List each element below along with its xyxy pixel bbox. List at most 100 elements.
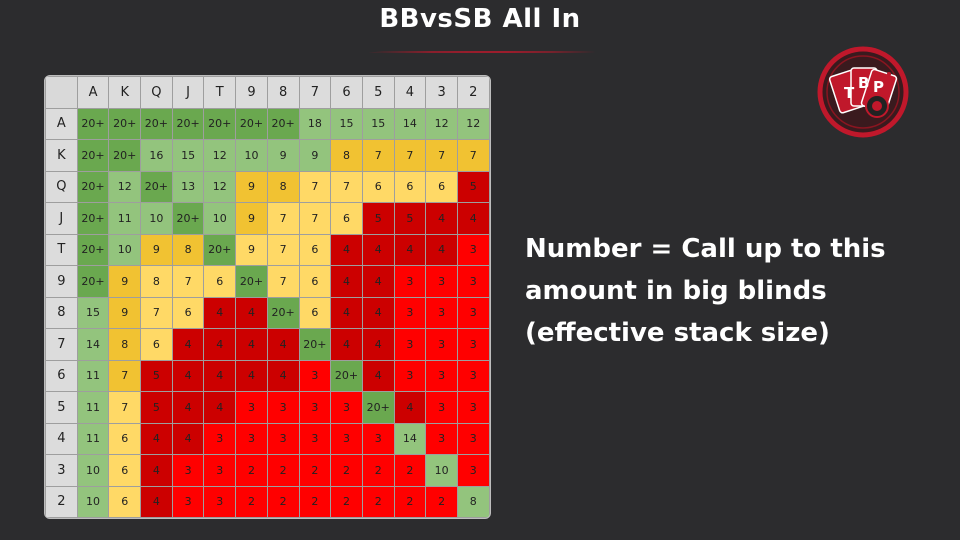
hand-cell: 12 <box>203 139 237 172</box>
hand-cell: 5 <box>140 359 173 392</box>
hand-cell: 4 <box>425 233 458 266</box>
hand-cell: 3 <box>203 454 237 487</box>
title-underline <box>368 51 596 53</box>
hand-cell: 3 <box>425 422 458 455</box>
hand-cell: 8 <box>456 485 490 518</box>
hand-cell: 3 <box>393 359 427 392</box>
hand-cell: 6 <box>425 170 458 203</box>
hand-cell: 8 <box>266 170 300 203</box>
hand-cell: 16 <box>140 139 173 172</box>
hand-cell: 2 <box>298 485 332 518</box>
hand-cell: 4 <box>203 296 237 329</box>
row-header: T <box>45 233 78 266</box>
hand-cell: 2 <box>425 485 458 518</box>
hand-cell: 6 <box>393 170 427 203</box>
column-header: A <box>76 76 110 109</box>
hand-cell: 3 <box>456 296 490 329</box>
column-header: 5 <box>361 76 395 109</box>
column-header: 6 <box>330 76 363 109</box>
hand-cell: 10 <box>140 202 173 235</box>
hand-cell: 4 <box>361 265 395 298</box>
hand-cell: 4 <box>140 485 173 518</box>
hand-cell: 14 <box>393 422 427 455</box>
hand-cell: 4 <box>330 328 363 361</box>
hand-cell: 15 <box>330 107 363 140</box>
row-header: A <box>45 107 78 140</box>
hand-cell: 10 <box>108 233 142 266</box>
table-row: 5 11 7 5 4 4 3 3 3 3 20+ 4 3 3 <box>45 391 490 424</box>
row-header: 2 <box>45 485 78 518</box>
hand-cell: 9 <box>108 265 142 298</box>
row-header: K <box>45 139 78 172</box>
hand-cell: 4 <box>393 233 427 266</box>
row-header: Q <box>45 170 78 203</box>
hand-cell: 11 <box>76 391 110 424</box>
hand-cell: 7 <box>425 139 458 172</box>
hand-cell: 3 <box>171 485 205 518</box>
column-header: 9 <box>235 76 268 109</box>
hand-cell: 18 <box>298 107 332 140</box>
hand-cell: 4 <box>361 233 395 266</box>
hand-cell: 3 <box>425 359 458 392</box>
hand-cell: 4 <box>393 391 427 424</box>
column-header: 7 <box>298 76 332 109</box>
hand-cell: 11 <box>108 202 142 235</box>
hand-chart: A K Q J T 9 8 7 6 5 4 3 2 A 20+ 20+ 20+ 20+ 20+ 20+ 20+ 18 15 1… <box>44 75 491 519</box>
hand-cell: 7 <box>298 170 332 203</box>
column-header: J <box>171 76 205 109</box>
hand-cell: 2 <box>330 454 363 487</box>
hand-cell: 4 <box>140 422 173 455</box>
hand-cell: 2 <box>330 485 363 518</box>
hand-cell: 20+ <box>203 233 237 266</box>
legend-caption: Number = Call up to this amount in big b… <box>525 228 945 354</box>
hand-cell: 13 <box>171 170 205 203</box>
hand-cell: 10 <box>76 485 110 518</box>
hand-cell: 4 <box>266 359 300 392</box>
column-header: 2 <box>456 76 490 109</box>
hand-cell: 10 <box>235 139 268 172</box>
hand-cell: 6 <box>298 296 332 329</box>
hand-cell: 7 <box>456 139 490 172</box>
hand-cell: 10 <box>203 202 237 235</box>
table-row: 9 20+ 9 8 7 6 20+ 7 6 4 4 3 3 3 <box>45 265 490 298</box>
hand-cell: 3 <box>235 422 268 455</box>
hand-cell: 3 <box>456 359 490 392</box>
hand-cell: 20+ <box>266 107 300 140</box>
table-row: 2 10 6 4 3 3 2 2 2 2 2 2 2 8 <box>45 485 490 518</box>
hand-cell: 3 <box>266 422 300 455</box>
hand-cell: 5 <box>361 202 395 235</box>
hand-cell: 4 <box>330 296 363 329</box>
hand-cell: 2 <box>361 454 395 487</box>
hand-cell: 9 <box>235 202 268 235</box>
hand-cell: 2 <box>266 485 300 518</box>
table-row: 7 14 8 6 4 4 4 4 20+ 4 4 3 3 3 <box>45 328 490 361</box>
table-row: K 20+ 20+ 16 15 12 10 9 9 8 7 7 7 7 <box>45 139 490 172</box>
column-header: K <box>108 76 142 109</box>
hand-cell: 8 <box>171 233 205 266</box>
column-header: T <box>203 76 237 109</box>
hand-cell: 6 <box>361 170 395 203</box>
hand-cell: 7 <box>266 202 300 235</box>
table-row: Q 20+ 12 20+ 13 12 9 8 7 7 6 6 6 5 <box>45 170 490 203</box>
table-row: 4 11 6 4 4 3 3 3 3 3 3 14 3 3 <box>45 422 490 455</box>
hand-cell: 6 <box>140 328 173 361</box>
hand-cell: 4 <box>171 328 205 361</box>
hand-cell: 9 <box>235 170 268 203</box>
hand-cell: 3 <box>266 391 300 424</box>
hand-cell: 8 <box>140 265 173 298</box>
hand-cell: 20+ <box>108 139 142 172</box>
hand-cell: 15 <box>76 296 110 329</box>
hand-cell: 20+ <box>203 107 237 140</box>
hand-cell: 20+ <box>76 170 110 203</box>
hand-cell: 20+ <box>266 296 300 329</box>
logo-letter: B <box>858 74 869 92</box>
hand-cell: 20+ <box>140 107 173 140</box>
hand-chart-table: A K Q J T 9 8 7 6 5 4 3 2 A 20+ 20+ 20+ 20+ 20+ 20+ 20+ 18 15 1… <box>45 76 490 518</box>
hand-cell: 3 <box>235 391 268 424</box>
hand-cell: 6 <box>108 485 142 518</box>
table-row: T 20+ 10 9 8 20+ 9 7 6 4 4 4 4 3 <box>45 233 490 266</box>
hand-cell: 3 <box>298 391 332 424</box>
hand-cell: 5 <box>393 202 427 235</box>
hand-cell: 7 <box>298 202 332 235</box>
row-header: 5 <box>45 391 78 424</box>
